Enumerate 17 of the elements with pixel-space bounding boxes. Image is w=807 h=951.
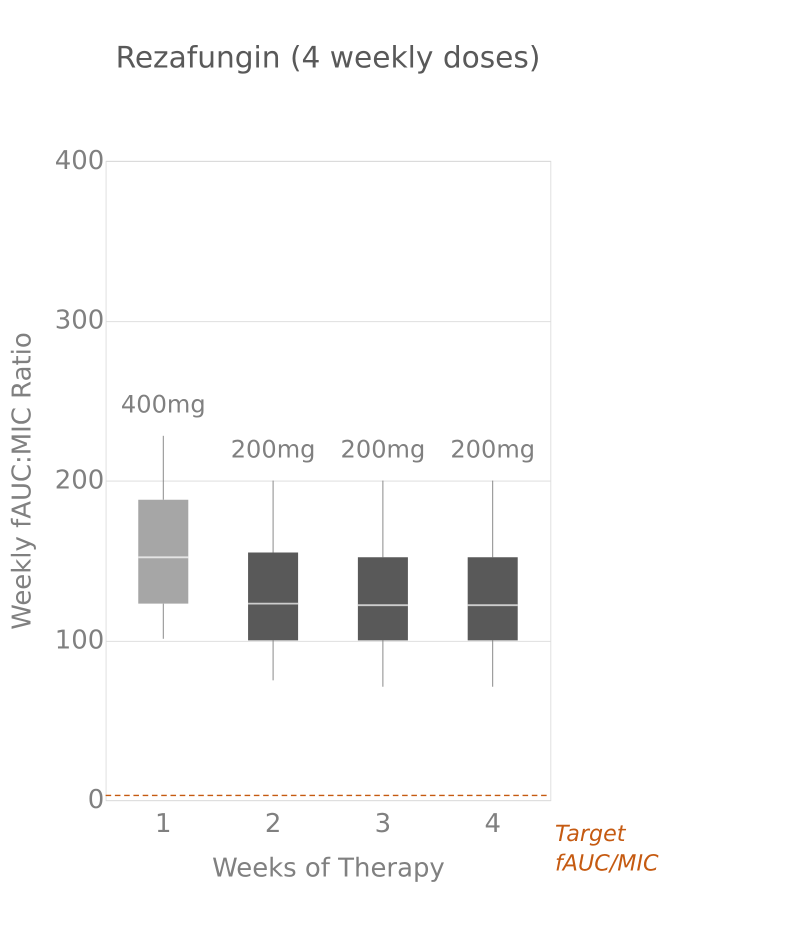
chart-title: Rezafungin (4 weekly doses) [116,39,540,74]
text: 200mg [450,435,536,464]
y-tick-label: 300 [54,306,104,336]
text: 400mg [120,390,206,419]
y-tick-label: 400 [54,146,104,176]
ref-line-label: Target fAUC/MIC [554,820,659,876]
x-tick-label: 3 [374,809,392,840]
x-tick-label: 4 [484,809,501,840]
text: 200mg [340,435,426,464]
text: 200mg [230,435,316,464]
y-tick-label: 0 [88,785,104,816]
x-axis-title: Weeks of Therapy [212,854,445,884]
y-axis-title: Weekly fAUC:MIC Ratio [8,332,38,630]
y-tick-label: 200 [54,465,104,496]
x-tick-label: 1 [155,809,172,840]
y-tick-label: 100 [54,625,104,656]
x-tick-label: 2 [264,809,282,840]
